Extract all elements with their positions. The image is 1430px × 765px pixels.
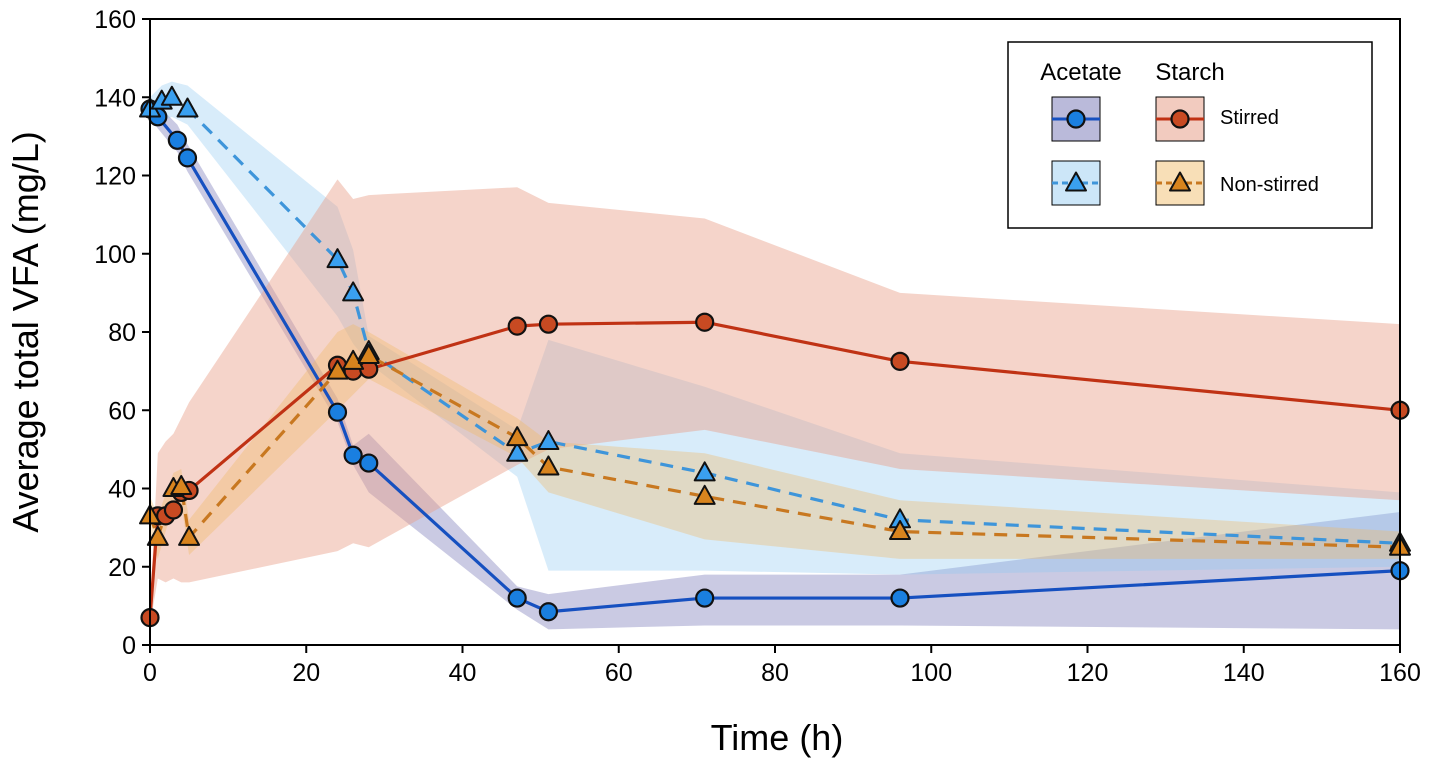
y-tick-label: 60 bbox=[108, 397, 136, 425]
legend-header-acetate: Acetate bbox=[1040, 59, 1121, 86]
x-tick-label: 40 bbox=[449, 659, 477, 687]
legend-swatch-acetate-stirred-marker bbox=[1066, 109, 1086, 129]
acetate-stirred-point bbox=[538, 602, 559, 622]
y-axis-title: Average total VFA (mg/L) bbox=[5, 131, 46, 533]
starch-non-stirred-point bbox=[146, 525, 169, 546]
legend-swatches bbox=[1051, 96, 1205, 206]
y-tick-label: 120 bbox=[94, 163, 136, 191]
acetate-non-stirred-point bbox=[537, 430, 560, 451]
acetate-non-stirred-point bbox=[176, 97, 199, 118]
x-tick-label: 120 bbox=[1067, 659, 1109, 687]
acetate-stirred-point bbox=[359, 453, 379, 473]
x-tick-label: 140 bbox=[1223, 659, 1265, 687]
acetate-non-stirred-point bbox=[326, 248, 349, 269]
legend-swatch-acetate-non-stirred-marker bbox=[1065, 171, 1087, 192]
acetate-stirred-point bbox=[327, 402, 348, 422]
y-tick-label: 80 bbox=[108, 319, 136, 347]
y-tick-label: 140 bbox=[94, 84, 136, 112]
y-tick-label: 20 bbox=[108, 554, 136, 582]
starch-stirred-band bbox=[150, 179, 1400, 626]
starch-stirred-point bbox=[163, 500, 184, 520]
starch-non-stirred-point bbox=[506, 426, 529, 447]
y-tick-label: 40 bbox=[108, 476, 136, 504]
x-axis: 0 20 40 60 80 100 120 140 160 bbox=[143, 645, 1421, 687]
starch-stirred-point bbox=[507, 316, 527, 336]
y-tick-label: 160 bbox=[94, 6, 136, 34]
y-tick-label: 100 bbox=[94, 241, 136, 269]
acetate-non-stirred-point bbox=[693, 461, 716, 482]
acetate-non-stirred-point bbox=[506, 441, 529, 462]
acetate-non-stirred-point bbox=[160, 85, 183, 106]
starch-non-stirred-point bbox=[693, 484, 716, 505]
x-tick-label: 60 bbox=[605, 659, 633, 687]
acetate-stirred-point bbox=[177, 148, 198, 168]
legend-swatch-starch-non-stirred-marker bbox=[1169, 171, 1191, 192]
starch-non-stirred-band bbox=[150, 324, 1400, 559]
starch-non-stirred-point bbox=[342, 349, 365, 370]
x-axis-title: Time (h) bbox=[711, 717, 844, 758]
legend-label-non-stirred: Non-stirred bbox=[1220, 174, 1319, 196]
starch-non-stirred-point bbox=[537, 455, 560, 476]
starch-stirred-point bbox=[890, 351, 910, 371]
starch-stirred-point bbox=[538, 314, 559, 334]
acetate-stirred-point bbox=[695, 588, 715, 608]
starch-non-stirred-point bbox=[889, 520, 911, 541]
y-axis: 0 20 40 60 80 100 120 140 160 bbox=[94, 6, 150, 660]
legend-header-starch: Starch bbox=[1155, 59, 1224, 86]
starch-non-stirred-point bbox=[178, 525, 201, 546]
starch-non-stirred-point bbox=[170, 475, 193, 496]
acetate-stirred-point bbox=[167, 130, 187, 150]
x-tick-label: 80 bbox=[761, 659, 789, 687]
starch-stirred-point bbox=[695, 312, 715, 332]
x-tick-label: 160 bbox=[1379, 659, 1421, 687]
x-tick-label: 100 bbox=[910, 659, 952, 687]
legend-swatch-starch-stirred-marker bbox=[1170, 109, 1190, 129]
acetate-non-stirred-point bbox=[342, 281, 365, 302]
x-tick-label: 0 bbox=[143, 659, 157, 687]
starch-non-stirred-point bbox=[357, 343, 380, 364]
acetate-non-stirred-band bbox=[150, 81, 1400, 575]
y-tick-label: 0 bbox=[122, 632, 136, 660]
acetate-stirred-point bbox=[507, 588, 527, 608]
x-tick-label: 20 bbox=[292, 659, 320, 687]
legend: Acetate Starch Stirred Non-stirred bbox=[1007, 41, 1373, 229]
legend-label-stirred: Stirred bbox=[1220, 107, 1279, 129]
acetate-stirred-point bbox=[890, 588, 910, 608]
starch-non-stirred-point bbox=[326, 359, 349, 380]
acetate-stirred-point bbox=[343, 445, 363, 465]
